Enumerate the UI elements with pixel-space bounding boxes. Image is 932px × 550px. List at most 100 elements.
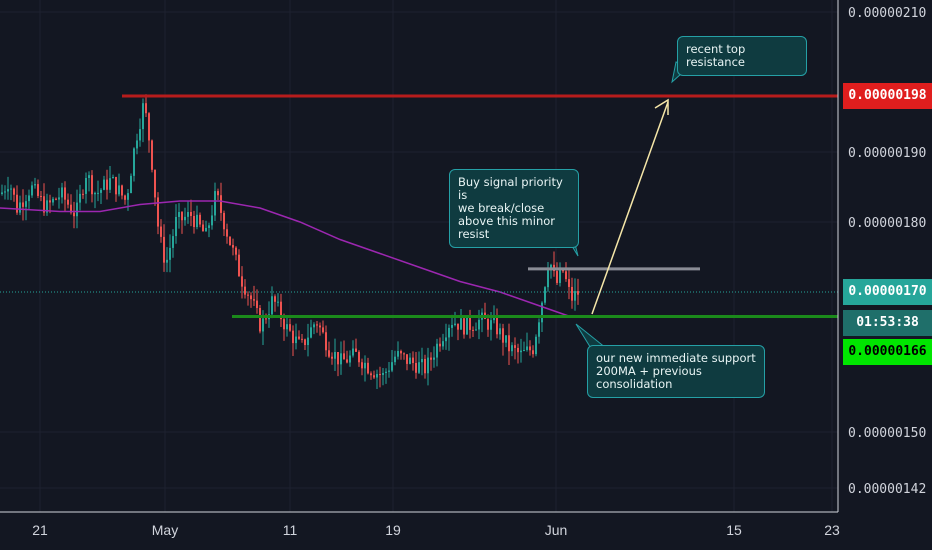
- candle: [109, 165, 111, 193]
- candle: [568, 269, 570, 300]
- candle: [100, 188, 102, 205]
- candle: [73, 201, 75, 229]
- candle: [472, 326, 474, 338]
- candle: [412, 351, 414, 371]
- candle: [22, 189, 24, 221]
- candle: [199, 212, 201, 228]
- candle: [400, 349, 402, 360]
- candle: [1, 184, 3, 196]
- candle: [451, 314, 453, 337]
- candle: [193, 210, 195, 234]
- candle: [127, 188, 129, 211]
- candle: [532, 345, 534, 358]
- candle: [208, 222, 210, 238]
- candle: [577, 278, 579, 305]
- candle: [88, 171, 90, 192]
- candle: [130, 173, 132, 194]
- price-tick-label: 0.00000150: [848, 426, 926, 441]
- candle: [310, 319, 312, 339]
- candle: [67, 193, 69, 209]
- candle: [106, 169, 108, 200]
- candle: [406, 354, 408, 371]
- countdown-tag: 01:53:38: [843, 310, 932, 336]
- candle: [10, 184, 12, 201]
- candle: [397, 341, 399, 360]
- time-tick-label: 21: [32, 522, 48, 538]
- candle: [103, 175, 105, 191]
- candle: [466, 317, 468, 335]
- candle: [346, 350, 348, 364]
- candle: [61, 182, 63, 204]
- candle: [157, 192, 159, 235]
- candle: [169, 234, 171, 273]
- candle: [244, 279, 246, 299]
- candle: [37, 179, 39, 199]
- candle: [529, 340, 531, 356]
- candle: [91, 170, 93, 203]
- candle: [424, 354, 426, 379]
- candle: [352, 340, 354, 358]
- candle: [571, 277, 573, 309]
- candle: [184, 207, 186, 226]
- buy-signal-note[interactable]: Buy signal priority is we break/close ab…: [449, 169, 579, 248]
- resistance-note[interactable]: recent top resistance: [677, 36, 807, 76]
- candle: [361, 358, 363, 376]
- candle: [112, 174, 114, 179]
- candle: [250, 292, 252, 308]
- candle: [391, 350, 393, 373]
- price-tick-label: 0.00000210: [848, 6, 926, 21]
- candle: [454, 311, 456, 327]
- candle: [439, 337, 441, 352]
- candle: [448, 324, 450, 351]
- candle: [415, 351, 417, 379]
- candle: [298, 330, 300, 341]
- candle: [40, 191, 42, 202]
- candle: [358, 350, 360, 367]
- candle: [97, 180, 99, 202]
- candle: [544, 286, 546, 305]
- candle: [445, 323, 447, 350]
- candle: [487, 314, 489, 337]
- candle: [16, 185, 18, 215]
- candle: [436, 338, 438, 367]
- candle: [118, 173, 120, 197]
- candle: [256, 289, 258, 314]
- candle: [394, 350, 396, 366]
- candle: [286, 316, 288, 337]
- candle: [502, 323, 504, 356]
- candle: [76, 189, 78, 229]
- support-note[interactable]: our new immediate support 200MA + previo…: [587, 345, 765, 398]
- candle: [49, 194, 51, 214]
- candle: [418, 351, 420, 374]
- time-axis[interactable]: 21 May 11 19 Jun 15 23: [32, 522, 840, 538]
- candle: [316, 320, 318, 333]
- candle: [526, 332, 528, 352]
- candle: [145, 94, 147, 117]
- candle: [277, 293, 279, 307]
- time-tick-label: 23: [824, 522, 840, 538]
- candle: [268, 301, 270, 328]
- price-axis[interactable]: 0.00000210 0.00000190 0.00000180 0.00000150…: [848, 6, 926, 497]
- candle: [421, 347, 423, 376]
- candle: [85, 172, 87, 204]
- candle: [34, 177, 36, 189]
- candle: [19, 195, 21, 216]
- candle: [496, 308, 498, 339]
- candle: [295, 323, 297, 350]
- candle: [328, 341, 330, 359]
- candle: [520, 338, 522, 363]
- candle: [403, 352, 405, 360]
- candle: [427, 347, 429, 386]
- candle: [64, 181, 66, 212]
- candle: [514, 337, 516, 360]
- candle: [82, 189, 84, 199]
- candle: [52, 196, 54, 206]
- candle: [58, 187, 60, 209]
- candle: [334, 338, 336, 371]
- candle: [253, 285, 255, 306]
- candle: [94, 191, 96, 209]
- candle: [241, 266, 243, 299]
- candle: [235, 246, 237, 261]
- projection-arrow[interactable]: [591, 98, 669, 315]
